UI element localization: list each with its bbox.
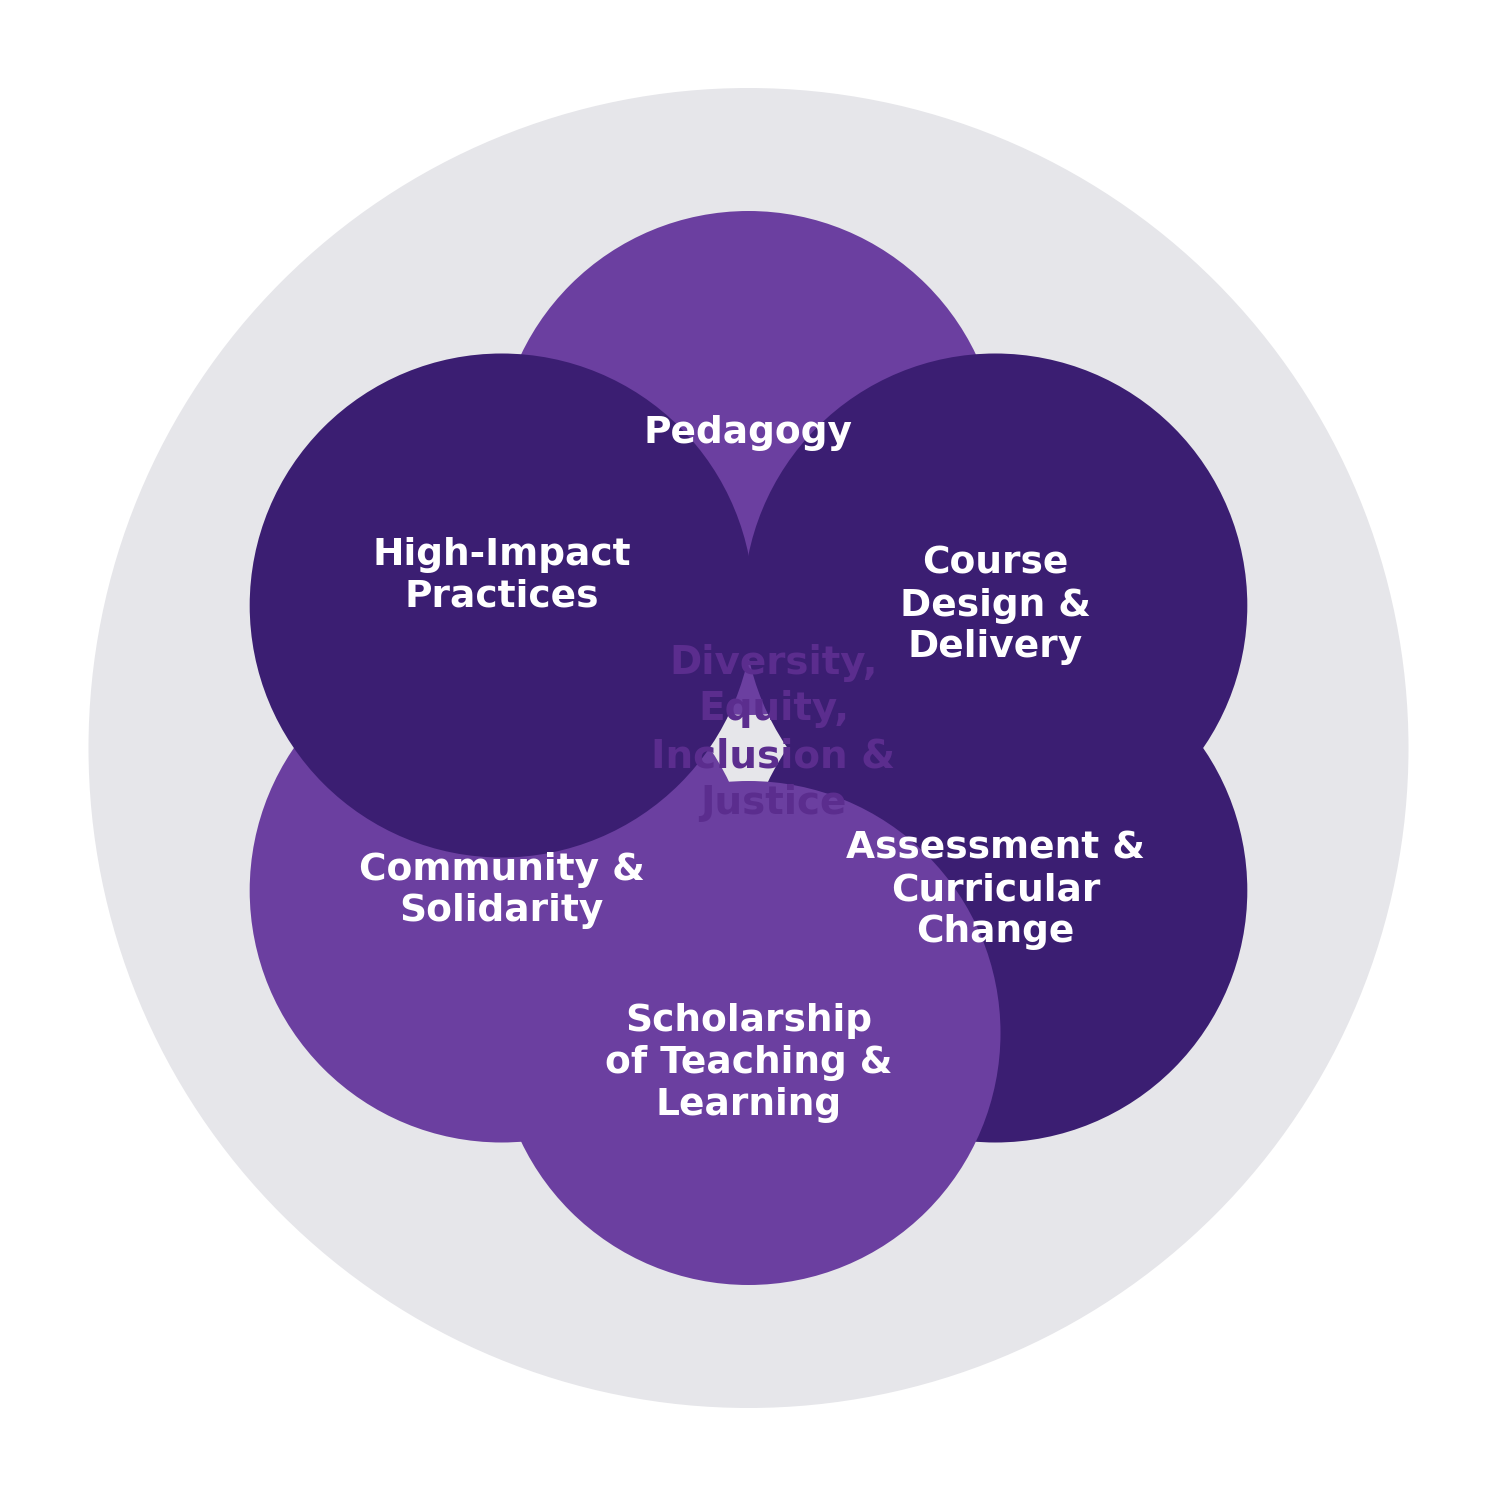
Text: Scholarship
of Teaching &
Learning: Scholarship of Teaching & Learning	[605, 1004, 892, 1122]
Text: High-Impact
Practices: High-Impact Practices	[373, 537, 632, 615]
Circle shape	[88, 88, 1409, 1408]
Text: Diversity,
Equity,
Inclusion &
Justice: Diversity, Equity, Inclusion & Justice	[651, 643, 895, 823]
Circle shape	[250, 639, 753, 1143]
Text: Assessment &
Curricular
Change: Assessment & Curricular Change	[846, 830, 1145, 950]
Text: Course
Design &
Delivery: Course Design & Delivery	[900, 546, 1091, 666]
Circle shape	[497, 211, 1000, 715]
Text: Community &
Solidarity: Community & Solidarity	[359, 851, 645, 929]
Circle shape	[744, 639, 1247, 1143]
Circle shape	[497, 781, 1000, 1285]
Circle shape	[744, 353, 1247, 857]
Circle shape	[250, 353, 753, 857]
Text: Pedagogy: Pedagogy	[644, 414, 853, 450]
